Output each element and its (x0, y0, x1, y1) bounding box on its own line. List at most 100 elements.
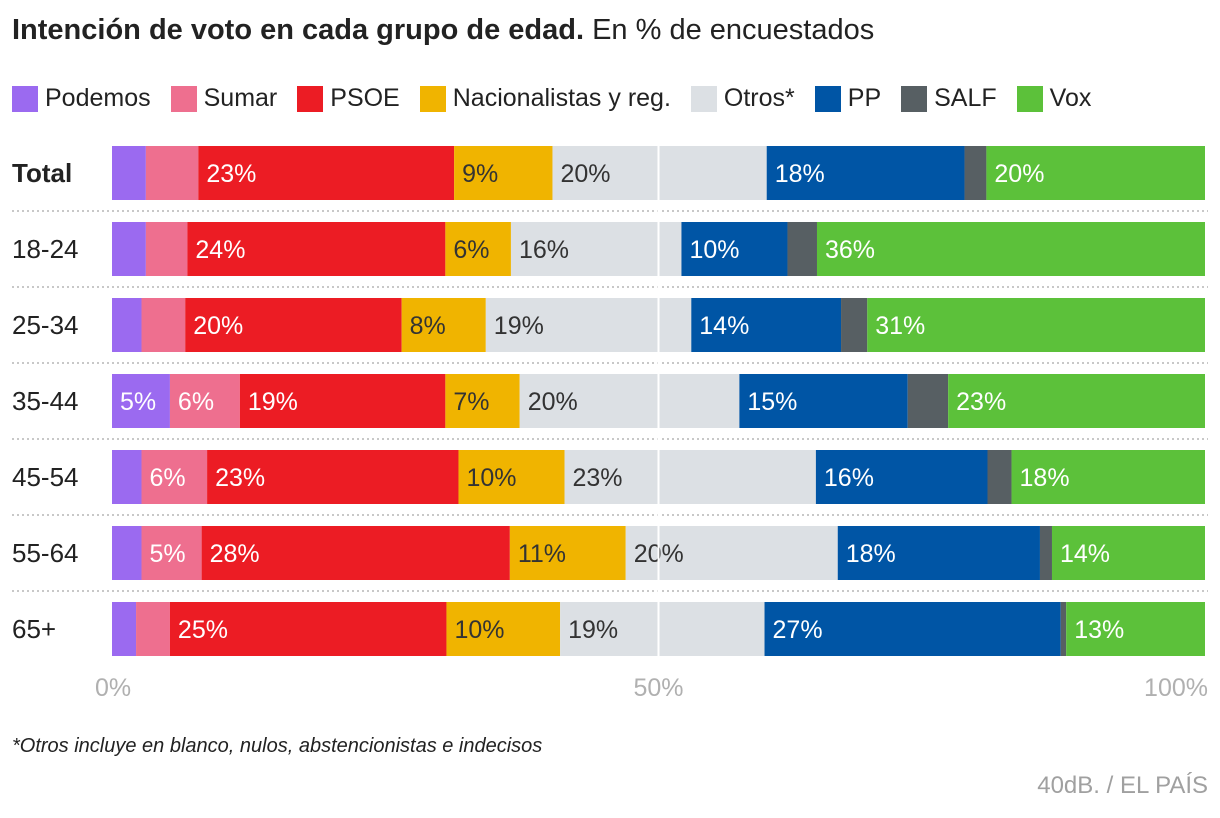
row-label: 35-44 (12, 386, 79, 416)
bar-segment-sumar (141, 450, 208, 504)
x-tick-label: 100% (1144, 674, 1208, 702)
legend-item: PSOE (297, 84, 400, 113)
data-label: 13% (1074, 616, 1124, 644)
bar-segment-vox (1066, 602, 1205, 656)
bar-segment-nacionalistas-y-reg- (509, 526, 626, 580)
bar-segment-nacionalistas-y-reg- (458, 450, 565, 504)
legend-item: SALF (901, 84, 997, 113)
title-bold: Intención de voto en cada grupo de edad. (12, 14, 585, 46)
chart-title: Intención de voto en cada grupo de edad.… (12, 14, 874, 47)
data-label: 20% (994, 160, 1044, 188)
bar-segment-podemos (112, 374, 170, 428)
data-label: 9% (462, 160, 498, 188)
bar-segment-psoe (239, 374, 446, 428)
bar-segment-pp (766, 146, 965, 200)
bar-segment-vox (1051, 526, 1205, 580)
data-label: 5% (120, 388, 156, 416)
data-label: 23% (215, 464, 265, 492)
legend-swatch (419, 85, 446, 112)
bar-segment-otros- (510, 222, 682, 276)
legend-item: Otros* (690, 84, 795, 113)
row-label: 55-64 (12, 538, 79, 568)
legend-item: Podemos (12, 84, 151, 113)
data-label: 27% (773, 616, 823, 644)
row-label: 25-34 (12, 310, 79, 340)
bar-segment-salf (964, 146, 987, 200)
data-label: 6% (150, 464, 186, 492)
bar-segment-podemos (112, 602, 137, 656)
legend-item: Nacionalistas y reg. (419, 84, 671, 113)
data-label: 20% (528, 388, 578, 416)
legend-label: Vox (1049, 84, 1092, 112)
bar-segment-otros- (560, 602, 765, 656)
data-label: 23% (206, 160, 256, 188)
bar-segment-pp (764, 602, 1061, 656)
legend-swatch (901, 85, 928, 112)
legend-swatch (1016, 85, 1043, 112)
legend-swatch (12, 85, 38, 112)
legend-swatch (814, 85, 841, 112)
x-tick-label: 0% (95, 674, 131, 702)
source: 40dB. / EL PAÍS (1037, 772, 1208, 799)
bar-segment-psoe (198, 146, 455, 200)
bar-segment-sumar (136, 602, 170, 656)
bar-segment-pp (691, 298, 842, 352)
bar-segment-vox (816, 222, 1205, 276)
bar-segment-pp (837, 526, 1040, 580)
legend-swatch (690, 85, 717, 112)
row-label: 65+ (12, 614, 56, 644)
data-label: 7% (453, 388, 489, 416)
footnote: *Otros incluye en blanco, nulos, abstenc… (12, 735, 543, 757)
data-label: 11% (518, 540, 566, 568)
bar-segment-otros- (552, 146, 767, 200)
data-label: 10% (466, 464, 516, 492)
bar-segment-nacionalistas-y-reg- (445, 374, 520, 428)
x-tick-label: 50% (633, 674, 683, 702)
legend-item: Vox (1016, 84, 1092, 113)
data-label: 25% (178, 616, 228, 644)
bar-segment-otros- (519, 374, 740, 428)
bar-segment-otros- (485, 298, 692, 352)
bar-segment-nacionalistas-y-reg- (446, 602, 561, 656)
bar-segment-sumar (169, 374, 240, 428)
bar-segment-sumar (145, 222, 188, 276)
data-label: 23% (956, 388, 1006, 416)
legend-label: PP (847, 84, 882, 112)
data-label: 28% (210, 540, 260, 568)
data-label: 16% (519, 236, 569, 264)
bar-segment-otros- (625, 526, 838, 580)
data-label: 19% (248, 388, 298, 416)
legend-swatch (170, 85, 197, 112)
bar-segment-podemos (112, 298, 142, 352)
data-label: 36% (825, 236, 875, 264)
data-label: 8% (410, 312, 446, 340)
bar-segment-salf (841, 298, 868, 352)
bar-segment-podemos (112, 146, 146, 200)
legend-item: PP (814, 84, 882, 113)
legend-label: Otros* (723, 84, 795, 112)
data-label: 16% (824, 464, 874, 492)
bar-segment-nacionalistas-y-reg- (401, 298, 486, 352)
data-label: 10% (689, 236, 739, 264)
bar-segment-salf (1039, 526, 1052, 580)
bar-segment-psoe (201, 526, 510, 580)
bar-segment-salf (907, 374, 949, 428)
bar-segment-psoe (207, 450, 459, 504)
data-label: 14% (1060, 540, 1110, 568)
data-label: 6% (453, 236, 489, 264)
data-label: 14% (699, 312, 749, 340)
data-label: 6% (178, 388, 214, 416)
row-label: 45-54 (12, 462, 79, 492)
data-label: 31% (875, 312, 925, 340)
bar-segment-podemos (112, 450, 142, 504)
data-label: 15% (747, 388, 797, 416)
bar-segment-vox (867, 298, 1205, 352)
bar-segment-vox (1011, 450, 1205, 504)
bar-segment-pp (681, 222, 788, 276)
legend-swatch (297, 85, 324, 112)
legend-label: Nacionalistas y reg. (452, 84, 671, 112)
bar-segment-vox (986, 146, 1205, 200)
bar-segment-nacionalistas-y-reg- (445, 222, 511, 276)
data-label: 18% (775, 160, 825, 188)
